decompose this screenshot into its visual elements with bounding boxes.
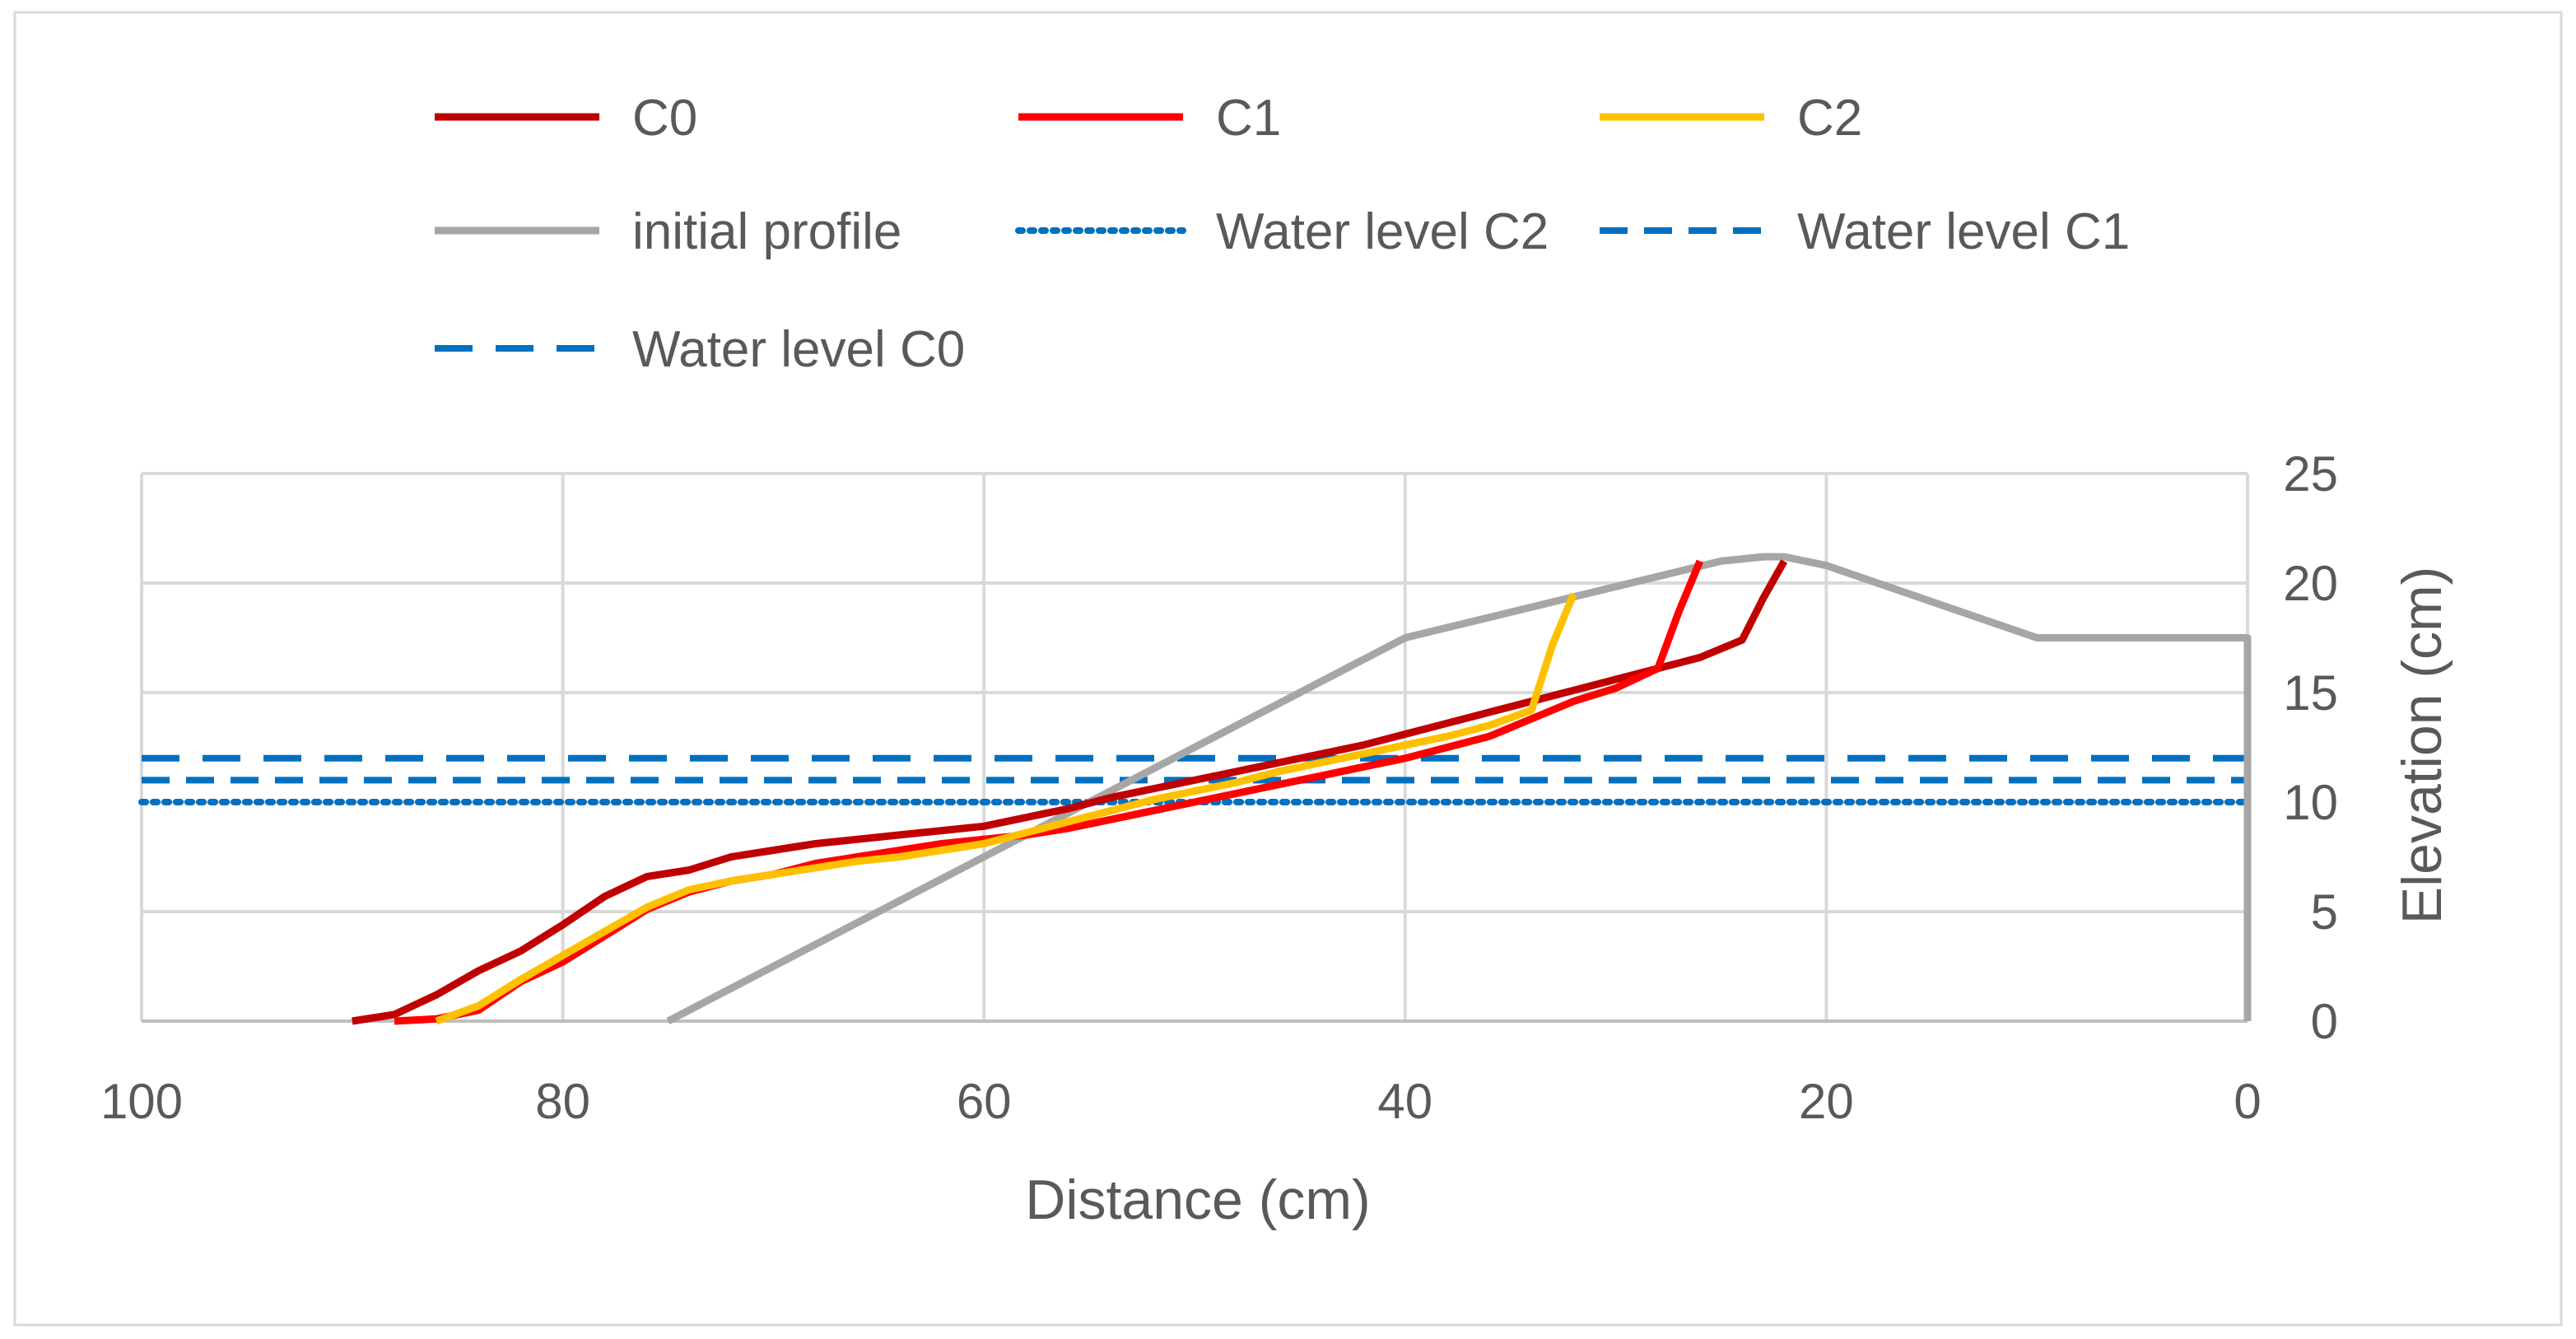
legend-label: initial profile xyxy=(632,203,901,260)
y-axis-title: Elevation (cm) xyxy=(2391,567,2453,925)
legend-item: Water level C2 xyxy=(1015,203,1549,260)
x-axis-title: Distance (cm) xyxy=(1025,1169,1370,1231)
x-tick-label: 0 xyxy=(2234,1074,2261,1129)
legend: C0 C1 C2 initial profile Water level C2 Water… xyxy=(435,90,2130,378)
legend-item: C1 xyxy=(1018,90,1281,147)
y-tick-label: 25 xyxy=(2283,446,2338,502)
legend-label: C0 xyxy=(632,90,697,147)
x-tick-label: 40 xyxy=(1377,1074,1432,1129)
x-tick-label: 80 xyxy=(535,1074,590,1129)
legend-item: Water level C0 xyxy=(435,321,965,378)
series-line-initial-profile xyxy=(666,553,2252,1024)
x-tick-labels: 100 80 60 40 20 0 xyxy=(100,1074,2262,1129)
legend-label: C2 xyxy=(1797,90,1862,147)
legend-label: C1 xyxy=(1216,90,1281,147)
legend-item: Water level C1 xyxy=(1600,203,2130,260)
legend-item: initial profile xyxy=(435,203,901,260)
x-tick-label: 100 xyxy=(100,1074,183,1129)
series-line-c0 xyxy=(352,559,1788,1025)
legend-item: C2 xyxy=(1600,90,1862,147)
y-tick-label: 10 xyxy=(2283,775,2338,830)
legend-label: Water level C0 xyxy=(632,321,965,378)
y-tick-label: 15 xyxy=(2283,665,2338,721)
series-line-c2 xyxy=(435,592,1577,1025)
y-tick-label: 0 xyxy=(2311,994,2338,1049)
legend-label: Water level C1 xyxy=(1797,203,2130,260)
x-tick-label: 20 xyxy=(1799,1074,1854,1129)
legend-item: C0 xyxy=(435,90,697,147)
x-tick-label: 60 xyxy=(957,1074,1012,1129)
y-tick-labels: 0 5 10 15 20 25 xyxy=(2283,446,2338,1049)
y-tick-label: 20 xyxy=(2283,556,2338,611)
series-layer xyxy=(138,553,2252,1025)
y-tick-label: 5 xyxy=(2311,884,2338,940)
legend-label: Water level C2 xyxy=(1216,203,1549,260)
